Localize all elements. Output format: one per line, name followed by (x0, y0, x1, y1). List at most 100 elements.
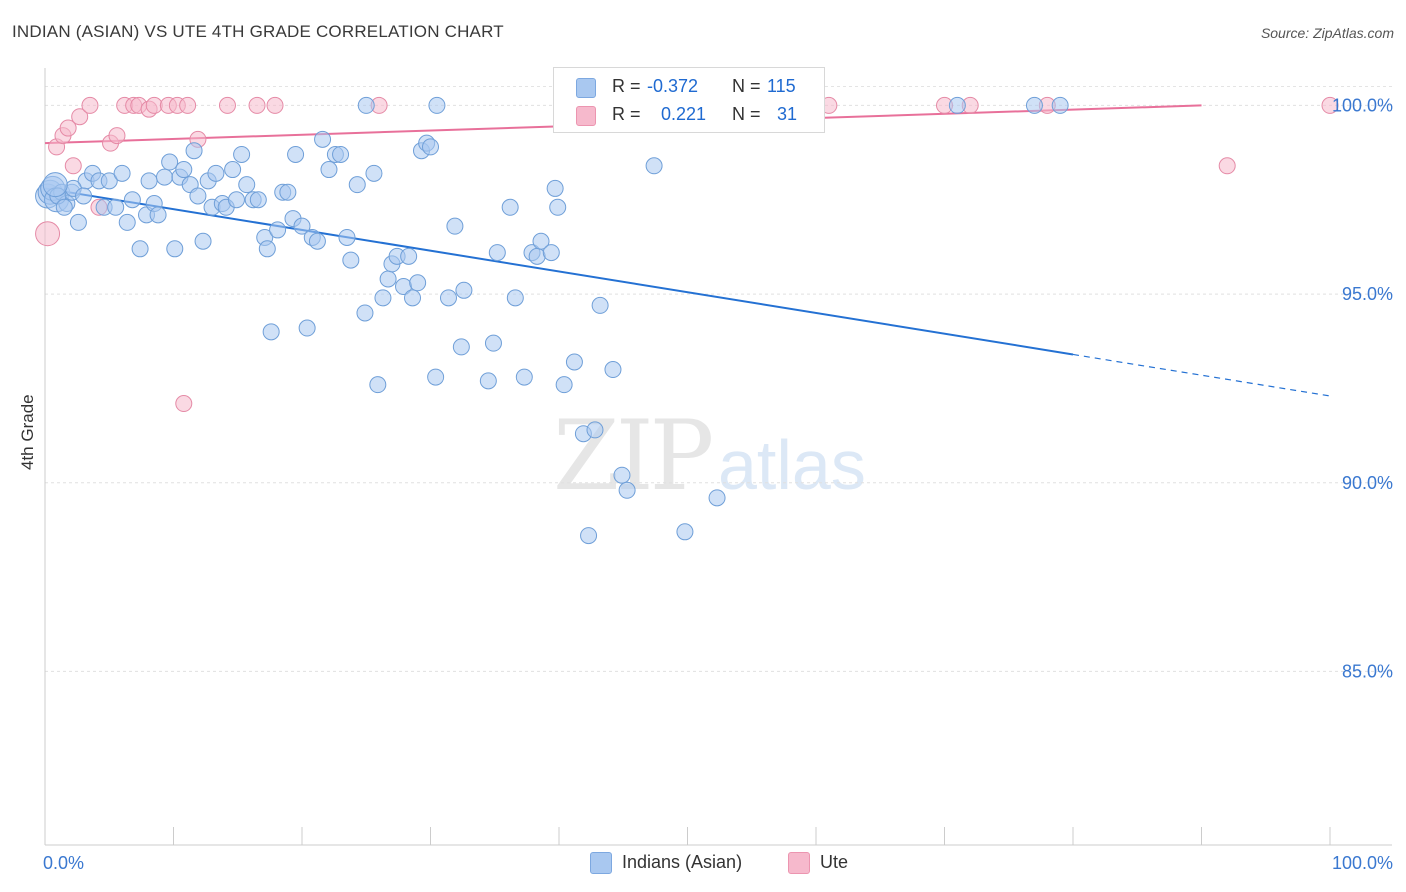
indians-point (249, 191, 267, 209)
indians-point (42, 172, 68, 198)
indians-point (238, 176, 256, 194)
indians-point (455, 281, 473, 299)
indians-point (484, 334, 502, 352)
indians-point (446, 217, 464, 235)
x-tick-label: 100.0% (1332, 853, 1393, 873)
legend: Indians (Asian) Ute (0, 850, 1406, 880)
indians-point (55, 198, 73, 216)
indians-point (586, 421, 604, 439)
stats-n-label: N = (732, 76, 761, 96)
indians-point (357, 96, 375, 114)
indians-point (404, 289, 422, 307)
x-tick-label: 0.0% (43, 853, 84, 873)
indians-point (258, 240, 276, 258)
indians-point (293, 217, 311, 235)
indians-point (320, 161, 338, 179)
indians-point (676, 523, 694, 541)
indians-point (308, 232, 326, 250)
chart-source: Source: ZipAtlas.com (1260, 25, 1394, 41)
stats-n-value: 115 (767, 76, 796, 96)
indians-point (549, 198, 567, 216)
legend-label-indians: Indians (Asian) (622, 852, 743, 872)
indians-point (233, 145, 251, 163)
indians-point (113, 164, 131, 182)
legend-swatch-ute (788, 852, 810, 874)
stats-r-label: R = (612, 104, 641, 124)
indians-point (269, 221, 287, 239)
indians-point (428, 96, 446, 114)
ute-point (108, 127, 126, 145)
indians-point (194, 232, 212, 250)
y-tick-label: 100.0% (1332, 95, 1393, 115)
indians-point (207, 164, 225, 182)
indians-point (338, 228, 356, 246)
y-tick-label: 90.0% (1342, 473, 1393, 493)
stats-n-value: 31 (777, 104, 798, 124)
grid-lines (45, 86, 1392, 672)
y-axis-label: 4th Grade (18, 394, 37, 470)
indians-point (528, 247, 546, 265)
indians-point (546, 179, 564, 197)
y-tick-label: 95.0% (1342, 284, 1393, 304)
stats-r-label: R = (612, 76, 641, 96)
stats-row-ute: R = 0.221 N = 31 (554, 100, 824, 130)
ute-point (35, 221, 61, 247)
indians-point (580, 527, 598, 545)
indians-point (161, 153, 179, 171)
chart-title: INDIAN (ASIAN) VS UTE 4TH GRADE CORRELAT… (12, 22, 504, 41)
indians-point (342, 251, 360, 269)
ute-point (71, 108, 89, 126)
indians-point (279, 183, 297, 201)
indians-point (298, 319, 316, 337)
stats-r-value: 0.221 (661, 104, 707, 124)
indians-point (613, 466, 631, 484)
indians-point (708, 489, 726, 507)
indians-point (100, 172, 118, 190)
indians-point (369, 376, 387, 394)
stats-swatch-indians (576, 78, 596, 98)
indians-point (332, 145, 350, 163)
legend-swatch-indians (590, 852, 612, 874)
indians-point (185, 142, 203, 160)
indians-point (149, 206, 167, 224)
indians-point (227, 191, 245, 209)
indians-point (645, 157, 663, 175)
indians-point (948, 96, 966, 114)
indians-point (542, 244, 560, 262)
indians-point (409, 274, 427, 292)
indians-point (515, 368, 533, 386)
ute-point (218, 96, 236, 114)
indians-point (348, 176, 366, 194)
indians-point (379, 270, 397, 288)
indians-point (166, 240, 184, 258)
x-tick-labels: 0.0% 100.0% (43, 853, 1393, 873)
ute-point (266, 96, 284, 114)
indians-point (123, 191, 141, 209)
y-tick-label: 85.0% (1342, 661, 1393, 681)
ute-point (179, 96, 197, 114)
indians-point (75, 187, 93, 205)
y-tick-labels: 100.0% 95.0% 90.0% 85.0% (1332, 95, 1393, 681)
indians-point (439, 289, 457, 307)
indians-point (140, 172, 158, 190)
indians-point (107, 198, 125, 216)
ute-point (59, 119, 77, 137)
ute-point (1218, 157, 1236, 175)
indians-point (189, 187, 207, 205)
indians-point (427, 368, 445, 386)
stats-box: R = -0.372 N = 115 R = 0.221 N = 31 (553, 67, 825, 133)
indians-point (131, 240, 149, 258)
indians-point (69, 213, 87, 231)
indians-point (422, 138, 439, 156)
stats-swatch-ute (576, 106, 596, 126)
indians-trend-line (44, 187, 1074, 356)
indians-point (287, 145, 305, 163)
indians-trend-extension (1072, 353, 1331, 397)
indians-point (479, 372, 497, 390)
ute-point (64, 157, 82, 175)
indians-point (356, 304, 374, 322)
stats-row-indians: R = -0.372 N = 115 (554, 72, 824, 102)
indians-point (532, 232, 550, 250)
indians-point (1051, 96, 1069, 114)
